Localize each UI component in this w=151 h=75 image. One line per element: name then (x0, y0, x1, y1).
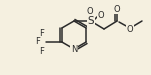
Text: O: O (87, 7, 93, 16)
Text: O: O (127, 25, 133, 34)
Text: F: F (35, 38, 40, 46)
Text: S: S (88, 16, 94, 26)
Text: F: F (39, 46, 44, 56)
Text: F: F (39, 28, 44, 38)
Text: O: O (114, 4, 120, 14)
Text: N: N (71, 44, 77, 53)
Text: O: O (98, 11, 104, 20)
